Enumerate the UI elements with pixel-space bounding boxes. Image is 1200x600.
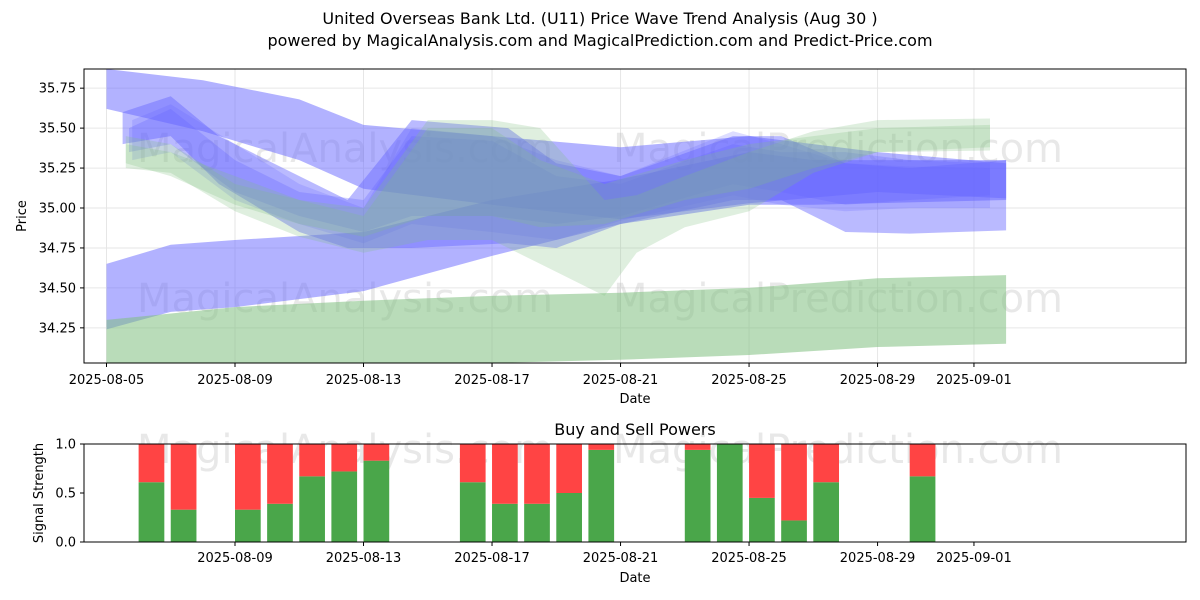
price-y-tick-label: 34.25: [39, 321, 76, 336]
signal-x-tick-label: 2025-08-13: [326, 551, 402, 566]
sell-power-bar: [267, 444, 293, 504]
sell-power-bar: [781, 444, 807, 521]
buy-power-bar: [684, 449, 711, 542]
sell-power-bar: [749, 444, 775, 498]
signal-y-tick-label: 1.0: [55, 438, 76, 453]
buy-power-bar: [781, 520, 807, 542]
buy-power-bar: [170, 509, 197, 542]
sell-power-bar: [299, 444, 325, 477]
price-y-tick-label: 35.00: [39, 202, 76, 217]
signal-y-axis-label: Signal Strength: [32, 443, 47, 543]
price-x-tick-label: 2025-08-25: [711, 373, 787, 388]
blue-band-2: [106, 152, 1007, 330]
signal-x-tick-label: 2025-08-21: [583, 551, 659, 566]
signal-y-tick-label: 0.0: [55, 536, 76, 551]
signal-x-tick-label: 2025-08-29: [840, 551, 916, 566]
price-y-tick-label: 34.75: [39, 241, 76, 256]
buy-power-bar: [813, 482, 840, 542]
green-band-1: [106, 275, 1007, 363]
price-axes-frame: [83, 68, 1187, 364]
blue-band-5: [132, 104, 990, 244]
signal-chart-title: Buy and Sell Powers: [554, 420, 716, 439]
price-y-tick-label: 35.25: [39, 162, 76, 177]
price-x-tick-label: 2025-08-17: [454, 373, 530, 388]
sell-power-bar: [138, 444, 165, 483]
blue-band-4: [129, 108, 990, 232]
price-x-tick-label: 2025-08-21: [583, 373, 659, 388]
price-y-axis-label: Price: [15, 200, 30, 232]
price-y-tick-label: 35.50: [39, 122, 76, 137]
buy-power-bar: [459, 482, 486, 542]
sell-power-bar: [909, 444, 936, 477]
sell-power-bar: [235, 444, 261, 510]
sell-power-bar: [331, 444, 358, 472]
price-y-tick-label: 34.50: [39, 281, 76, 296]
price-x-tick-label: 2025-08-13: [326, 373, 402, 388]
sell-power-bar: [459, 444, 486, 483]
price-x-tick-label: 2025-09-01: [936, 373, 1012, 388]
signal-x-tick-label: 2025-08-09: [197, 551, 273, 566]
buy-power-bar: [749, 497, 775, 542]
buy-power-bar: [331, 471, 358, 542]
signal-x-axis-label: Date: [619, 571, 650, 586]
chart-title-line-1: United Overseas Bank Ltd. (U11) Price Wa…: [322, 9, 878, 28]
sell-power-bar: [524, 444, 550, 504]
buy-power-bar: [363, 460, 390, 542]
signal-y-tick-label: 0.5: [55, 487, 76, 502]
buy-power-bar: [556, 493, 582, 542]
buy-power-bar: [588, 449, 615, 542]
buy-power-bar: [492, 503, 518, 542]
buy-power-bar: [524, 503, 550, 542]
buy-power-bar: [267, 503, 293, 542]
signal-x-tick-label: 2025-09-01: [936, 551, 1012, 566]
price-x-tick-label: 2025-08-05: [69, 373, 145, 388]
price-x-tick-label: 2025-08-29: [840, 373, 916, 388]
sell-power-bar: [684, 444, 711, 450]
chart-title-line-2: powered by MagicalAnalysis.com and Magic…: [267, 31, 933, 50]
price-x-axis-label: Date: [619, 392, 650, 407]
price-bands-group: [106, 69, 1007, 363]
blue-band-3: [122, 96, 1007, 248]
price-y-tick-label: 35.75: [39, 82, 76, 97]
sell-power-bar: [588, 444, 615, 450]
buy-power-bar: [716, 444, 743, 542]
buy-power-bar: [235, 509, 261, 542]
sell-power-bar: [556, 444, 582, 493]
sell-power-bar: [813, 444, 840, 483]
buy-power-bar: [138, 482, 165, 542]
green-band-3: [125, 124, 991, 237]
sell-power-bar: [492, 444, 518, 504]
price-x-tick-label: 2025-08-09: [197, 373, 273, 388]
green-band-2: [125, 118, 991, 296]
sell-power-bar: [363, 444, 390, 461]
buy-power-bar: [909, 476, 936, 542]
signal-x-tick-label: 2025-08-17: [454, 551, 530, 566]
buy-power-bar: [299, 476, 325, 542]
sell-power-bar: [170, 444, 197, 510]
signal-x-tick-label: 2025-08-25: [711, 551, 787, 566]
